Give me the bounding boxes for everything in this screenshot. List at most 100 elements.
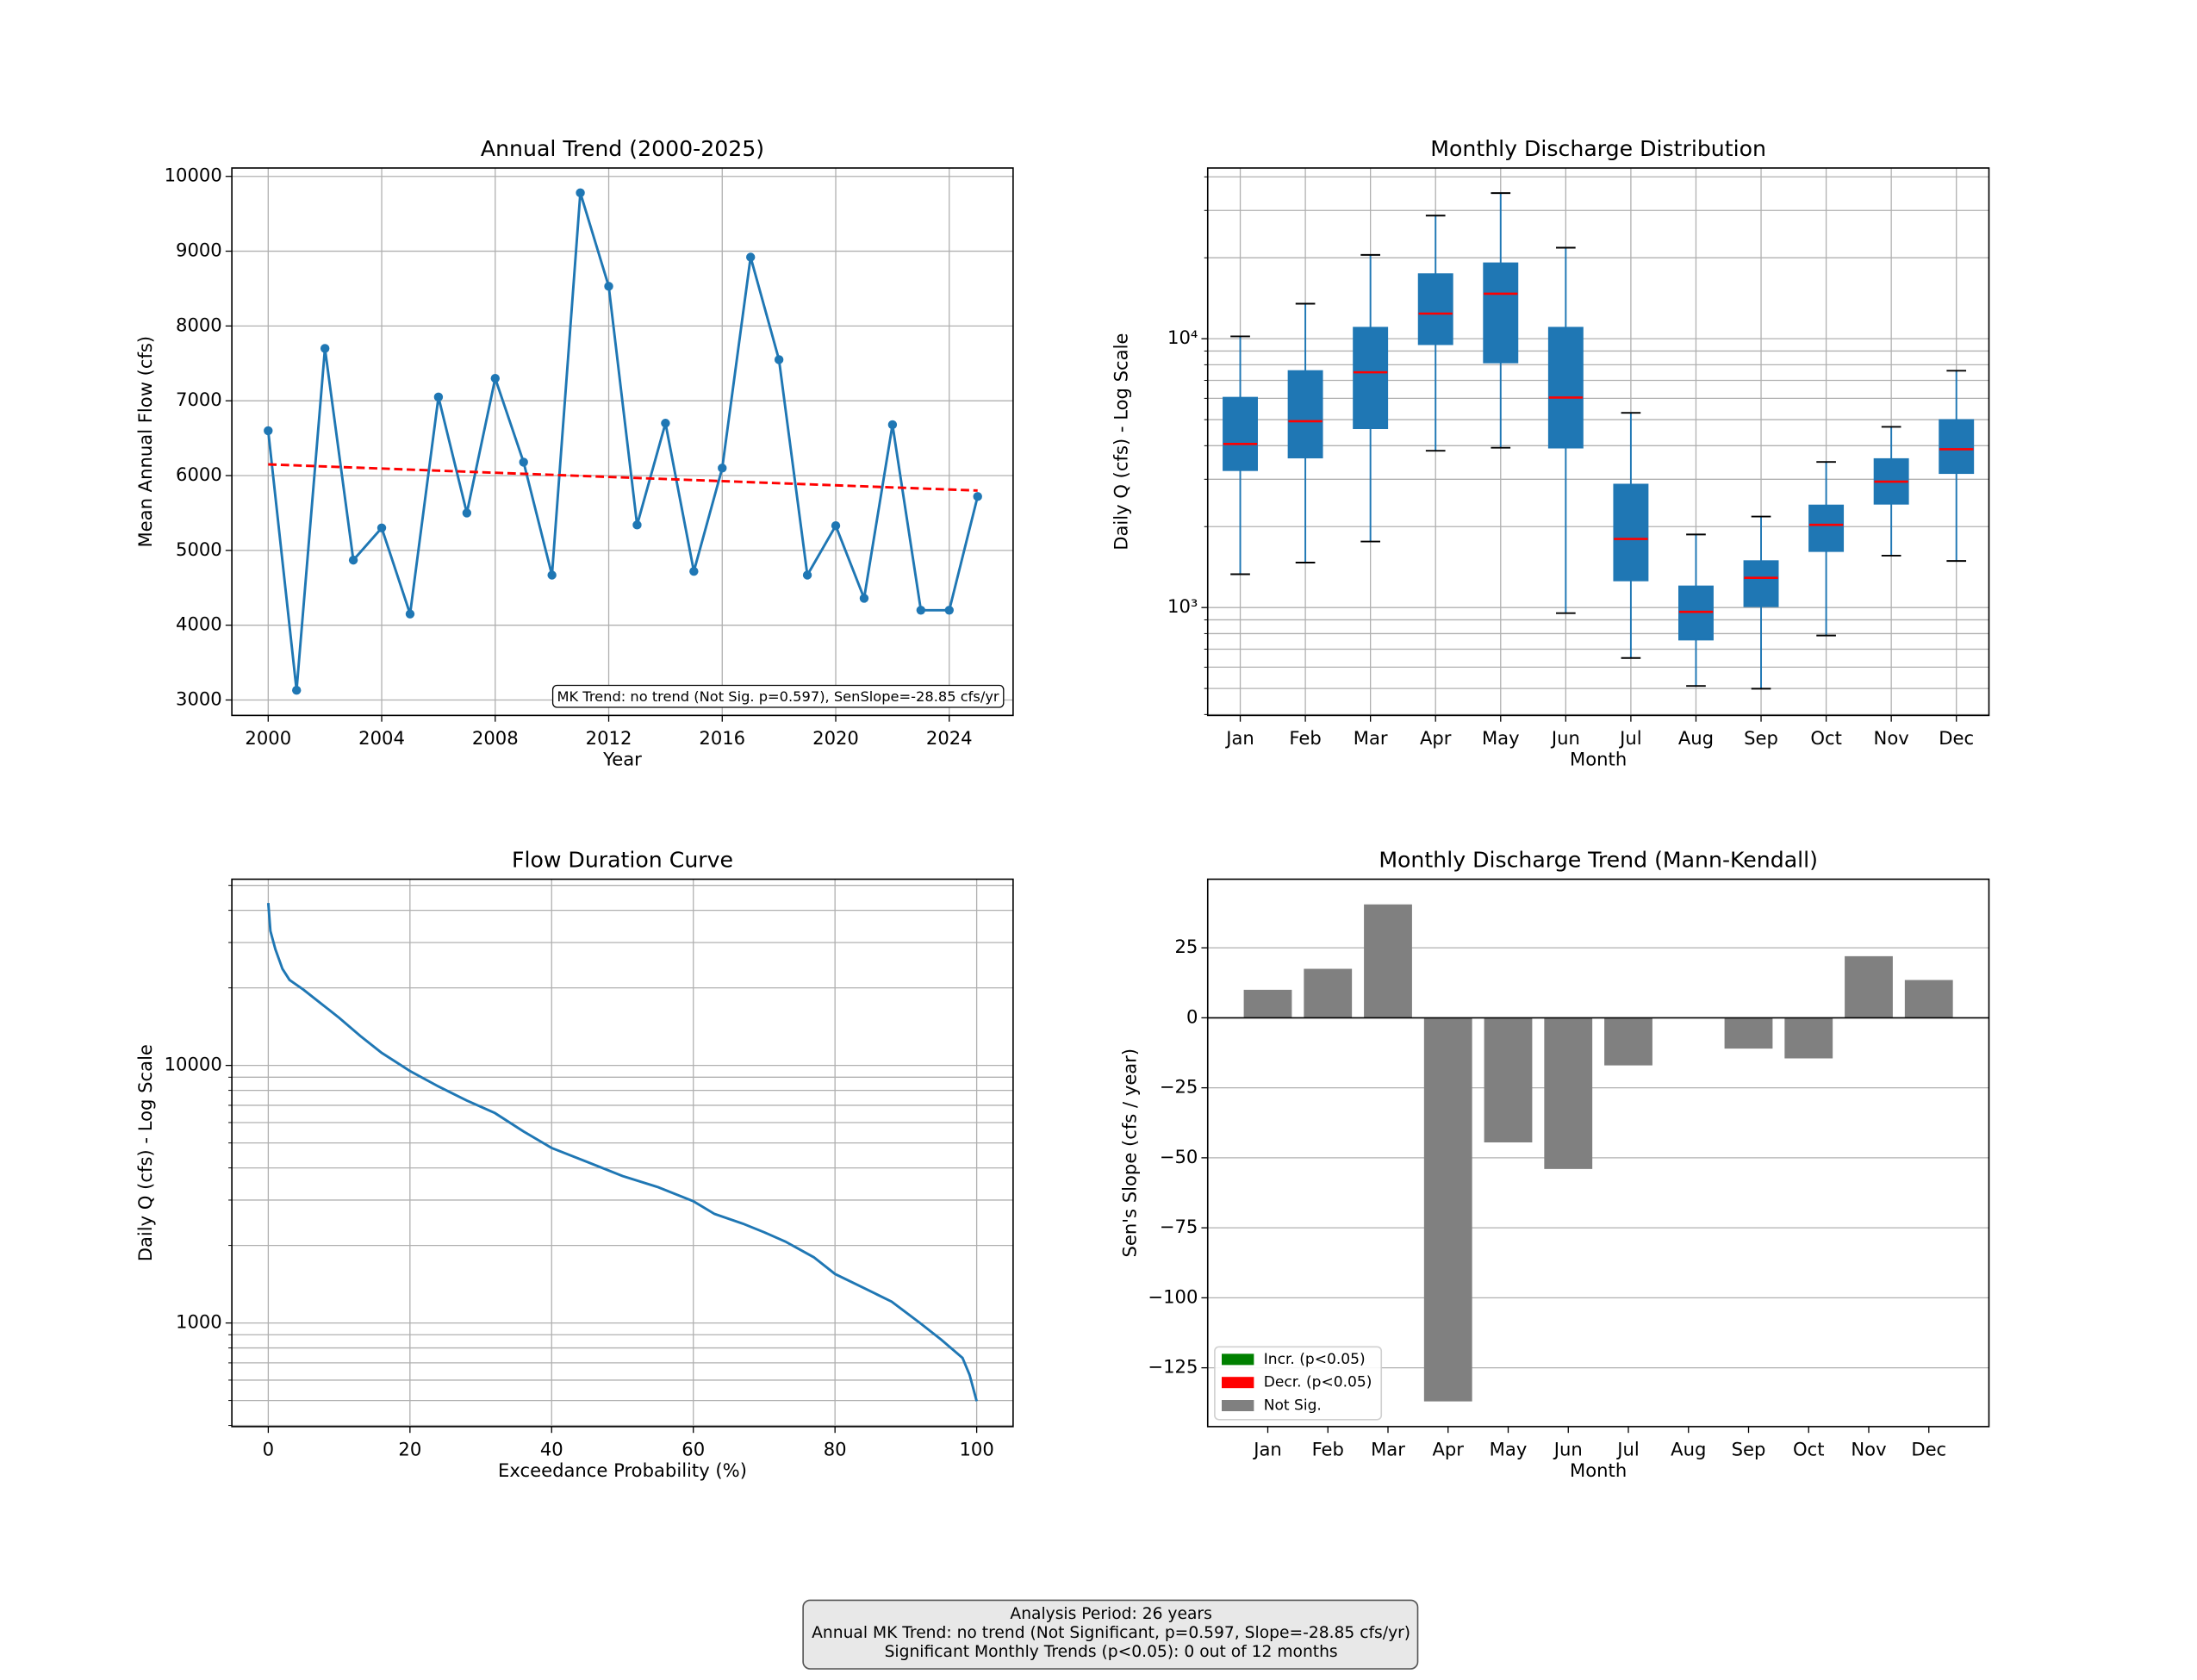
x-tick-label: Aug (1678, 727, 1714, 749)
trend-line (268, 463, 978, 492)
data-point (547, 570, 557, 580)
data-line (266, 192, 980, 691)
data-point (320, 344, 330, 353)
bar (1423, 1017, 1472, 1402)
bar (1243, 989, 1292, 1018)
data-point (916, 606, 926, 615)
x-tick-label: Apr (1432, 1439, 1464, 1460)
x-tick-label: Jul (1618, 727, 1641, 749)
data-point (348, 555, 358, 565)
bar (1304, 968, 1353, 1018)
legend-swatch (1222, 1353, 1254, 1366)
x-tick-label: Feb (1289, 727, 1321, 749)
summary-line: Significant Monthly Trends (p<0.05): 0 o… (885, 1643, 1338, 1661)
x-tick-label: Apr (1420, 727, 1452, 749)
y-axis-label: Daily Q (cfs) - Log Scale (1111, 333, 1132, 551)
y-tick-label: 10000 (165, 165, 222, 186)
bar (1904, 980, 1953, 1018)
y-tick-label: 6000 (176, 464, 222, 485)
x-tick-label: 80 (824, 1439, 847, 1460)
data-point (973, 492, 982, 501)
data-point (944, 606, 954, 615)
y-axis-label: Mean Annual Flow (cfs) (134, 336, 156, 548)
chart-title: Monthly Discharge Distribution (1430, 136, 1766, 161)
data-point (746, 252, 756, 262)
summary-line: Analysis Period: 26 years (1010, 1605, 1211, 1623)
y-tick-label: 5000 (176, 538, 222, 560)
data-line (266, 903, 979, 1402)
x-tick-label: Dec (1911, 1439, 1946, 1460)
bar (1484, 1017, 1533, 1142)
axes-frame (1206, 167, 1990, 717)
data-point (433, 392, 444, 402)
y-tick-label: 10000 (165, 1054, 222, 1075)
box (1417, 273, 1453, 345)
x-tick-label: Oct (1810, 727, 1842, 749)
x-tick-label: 40 (540, 1439, 563, 1460)
y-tick-label: −75 (1160, 1216, 1198, 1237)
y-tick-label: 10⁴ (1167, 327, 1198, 348)
chart-title: Flow Duration Curve (512, 847, 733, 872)
box (1678, 585, 1714, 641)
annotation: MK Trend: no trend (Not Sig. p=0.597), S… (557, 688, 999, 705)
data-point (831, 520, 841, 531)
x-tick-label: Nov (1851, 1439, 1886, 1460)
data-point (462, 508, 472, 518)
chart-title: Annual Trend (2000-2025) (481, 136, 764, 161)
data-point (576, 188, 585, 198)
x-tick-label: Jan (1224, 727, 1254, 749)
x-tick-label: Mar (1354, 727, 1388, 749)
x-tick-label: Oct (1793, 1439, 1825, 1460)
bar (1724, 1017, 1773, 1049)
data-point (604, 282, 613, 291)
x-tick-label: 2008 (472, 727, 519, 749)
legend-swatch (1222, 1377, 1254, 1389)
data-point (519, 457, 528, 467)
box (1808, 504, 1845, 552)
x-axis-label: Year (602, 748, 642, 769)
legend-swatch (1222, 1400, 1254, 1411)
y-axis-label: Sen's Slope (cfs / year) (1118, 1048, 1140, 1258)
x-tick-label: 20 (398, 1439, 421, 1460)
y-tick-label: −100 (1148, 1285, 1198, 1307)
y-tick-label: 10³ (1167, 595, 1198, 617)
data-point (405, 609, 415, 619)
x-axis-label: Month (1570, 748, 1627, 769)
data-point (377, 523, 387, 532)
box (1353, 327, 1389, 430)
box (1613, 483, 1649, 582)
data-point (632, 520, 642, 530)
bar (1784, 1017, 1833, 1059)
x-tick-label: Sep (1732, 1439, 1766, 1460)
data-point (292, 686, 302, 695)
bar (1604, 1017, 1652, 1066)
bar (1544, 1017, 1593, 1169)
y-axis-label: Daily Q (cfs) - Log Scale (134, 1044, 156, 1261)
x-tick-label: 60 (682, 1439, 705, 1460)
y-tick-label: 9000 (176, 240, 222, 261)
data-point (264, 426, 273, 436)
y-tick-label: −25 (1160, 1076, 1198, 1098)
legend-label: Incr. (p<0.05) (1264, 1351, 1366, 1368)
x-tick-label: Jul (1615, 1439, 1639, 1460)
summary-line: Annual MK Trend: no trend (Not Significa… (812, 1624, 1410, 1642)
data-point (859, 594, 869, 603)
y-tick-label: −50 (1160, 1146, 1198, 1167)
background (13, 0, 2184, 1680)
box (1483, 262, 1519, 364)
summary-box (802, 1599, 1419, 1670)
data-point (718, 464, 727, 473)
x-tick-label: Nov (1874, 727, 1909, 749)
x-tick-label: 2012 (586, 727, 632, 749)
x-tick-label: 2004 (358, 727, 405, 749)
y-tick-label: 7000 (176, 389, 222, 410)
box (1743, 560, 1779, 607)
data-point (661, 419, 670, 428)
x-tick-label: Mar (1371, 1439, 1405, 1460)
x-tick-label: Feb (1312, 1439, 1344, 1460)
x-tick-label: 100 (959, 1439, 993, 1460)
data-point (774, 355, 784, 364)
y-tick-label: −125 (1148, 1356, 1198, 1378)
x-tick-label: May (1482, 727, 1520, 749)
